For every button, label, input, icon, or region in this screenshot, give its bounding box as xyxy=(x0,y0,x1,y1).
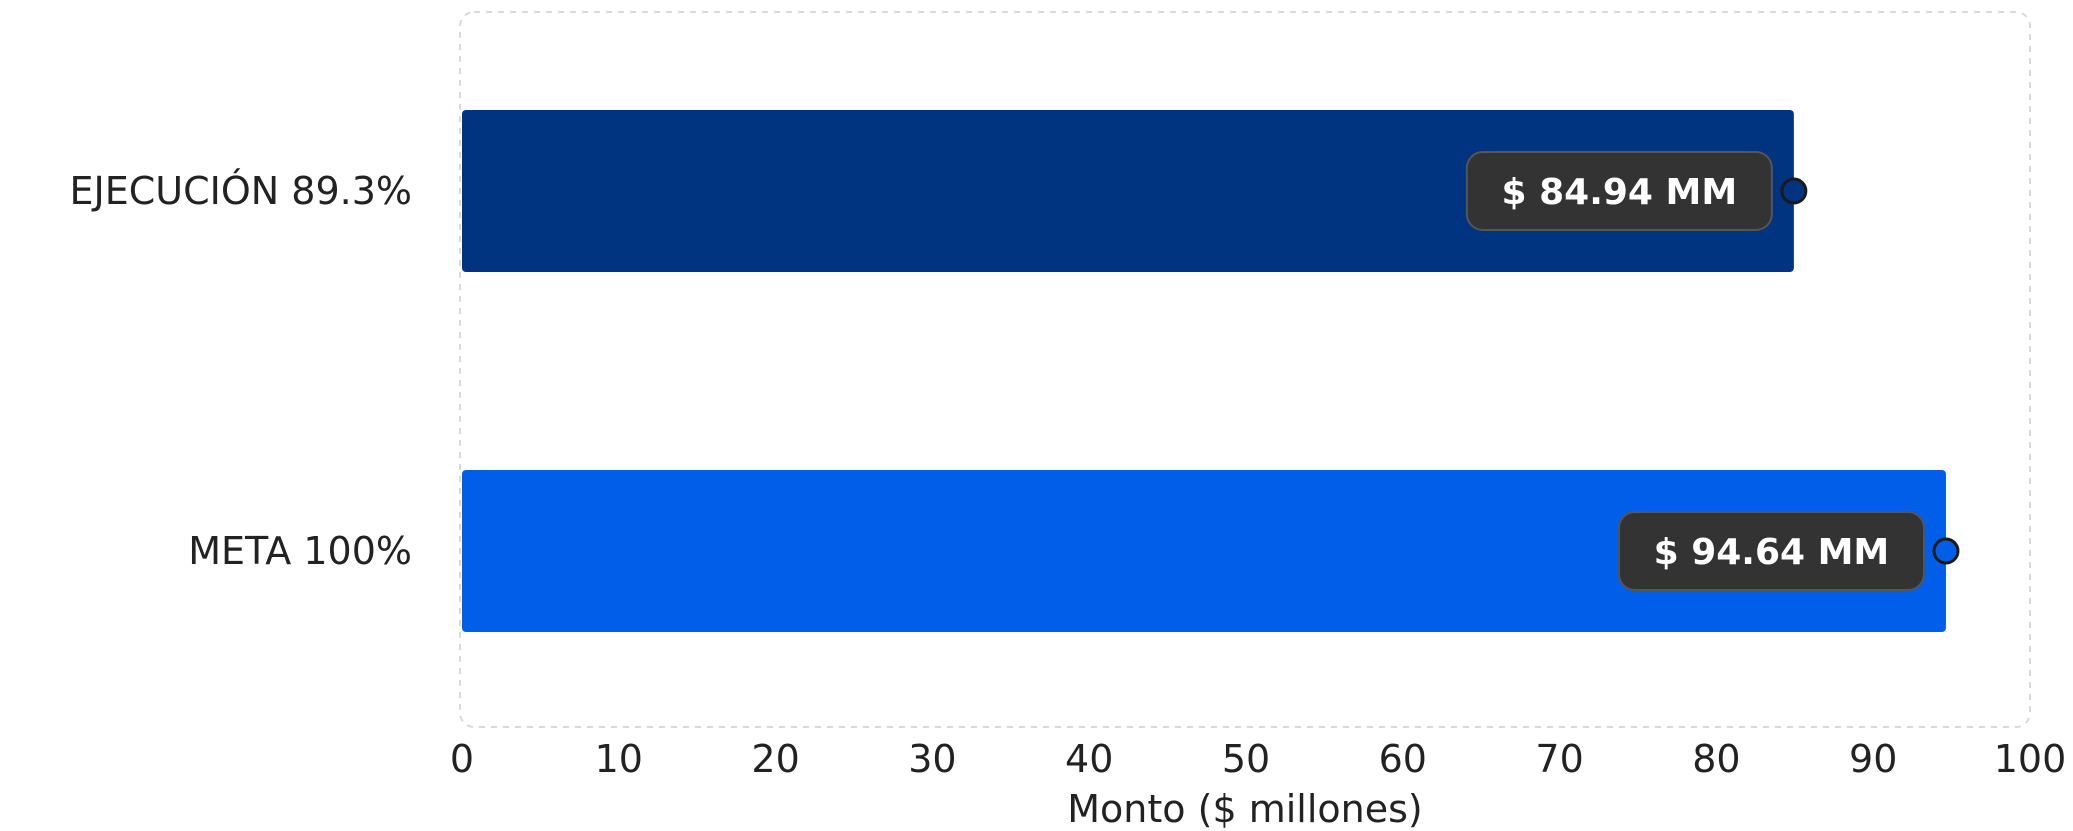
x-tick-label: 30 xyxy=(908,737,956,781)
x-tick-label: 100 xyxy=(1994,737,2067,781)
bars-layer: EJECUCIÓN 89.3% $ 84.94 MM META 100% $ 94.6… xyxy=(70,110,1960,632)
data-label-box-ejecucion xyxy=(1465,151,1773,231)
bar-end-marker-meta xyxy=(1932,537,1960,565)
x-tick-label: 40 xyxy=(1065,737,1113,781)
bar-meta[interactable] xyxy=(462,470,1946,632)
x-axis-title: Monto ($ millones) xyxy=(1067,787,1422,831)
data-label-box-meta xyxy=(1617,511,1925,591)
x-tick-label: 0 xyxy=(450,737,474,781)
x-tick-label: 90 xyxy=(1849,737,1897,781)
category-label-meta: META 100% xyxy=(188,529,412,573)
plot-area-frame xyxy=(459,11,2031,728)
x-tick-label: 70 xyxy=(1535,737,1583,781)
x-tick-label: 50 xyxy=(1222,737,1270,781)
x-tick-label: 20 xyxy=(751,737,799,781)
category-label-ejecucion: EJECUCIÓN 89.3% xyxy=(70,169,412,213)
data-label-meta: $ 94.64 MM xyxy=(1654,532,1890,573)
bar-end-marker-ejecucion xyxy=(1780,177,1808,205)
x-axis-ticks: 0 10 20 30 40 50 60 70 80 90 100 xyxy=(450,737,2066,781)
bar-ejecucion[interactable] xyxy=(462,110,1794,272)
x-tick-label: 10 xyxy=(595,737,643,781)
x-tick-label: 80 xyxy=(1692,737,1740,781)
data-label-ejecucion: $ 84.94 MM xyxy=(1502,172,1738,213)
x-tick-label: 60 xyxy=(1379,737,1427,781)
